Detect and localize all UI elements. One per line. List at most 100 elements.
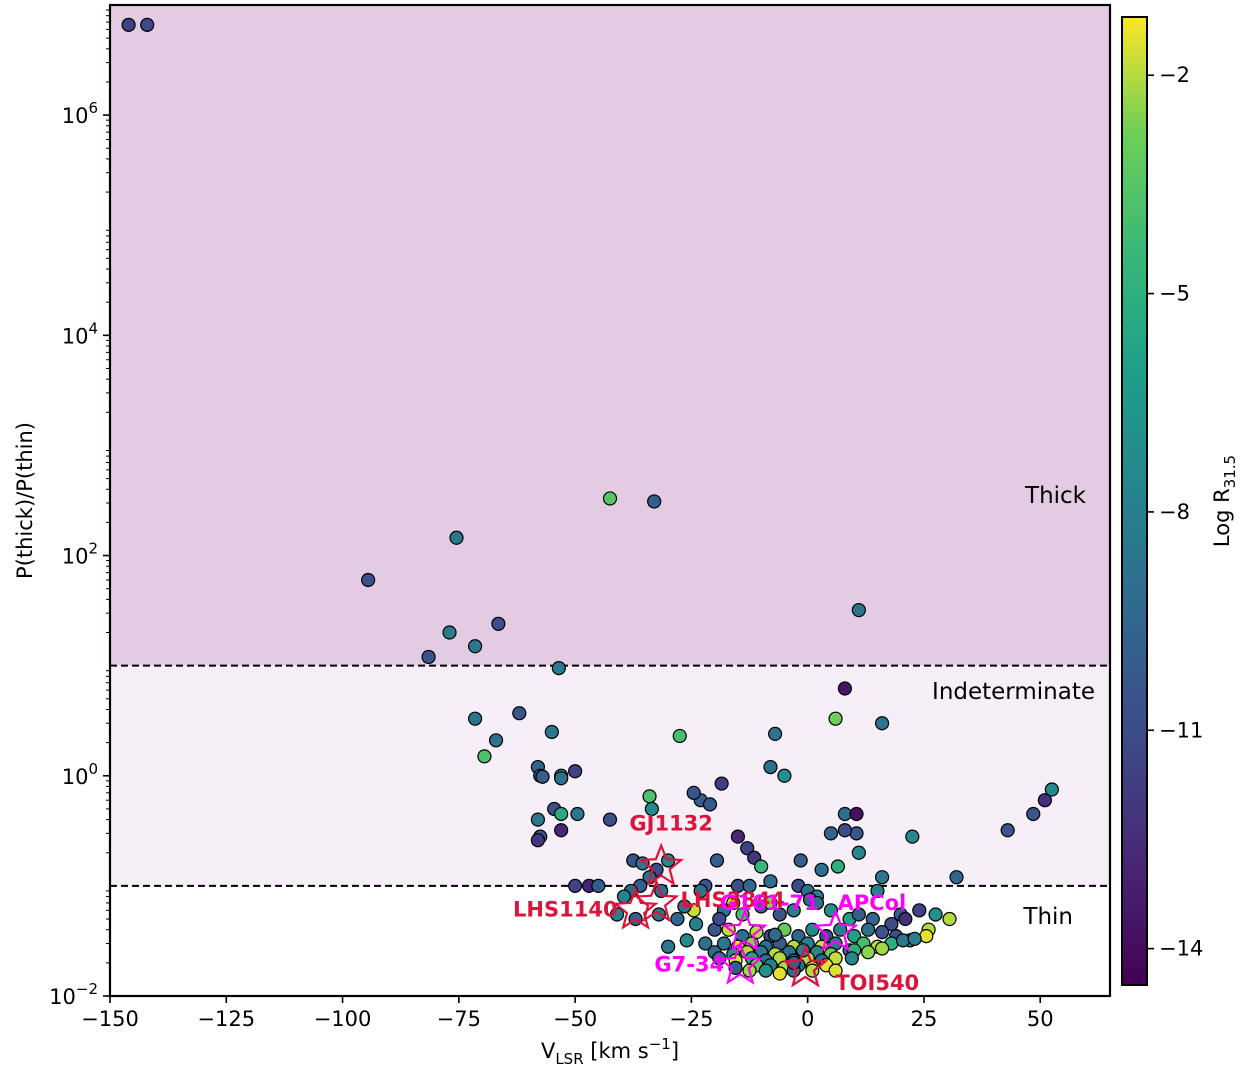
data-point [702,797,718,812]
data-point [1044,782,1059,797]
x-tick-label: 0 [801,1007,814,1031]
data-point [140,17,155,32]
data-point [768,726,783,742]
data-point [728,960,743,975]
scatter-points [121,17,1059,981]
region-indeterminate [110,665,1110,886]
y-axis: 10−2 100 102 104 106 [49,9,110,1009]
data-point [449,530,464,545]
data-point [861,922,876,937]
data-point [602,812,618,827]
plot-regions [110,5,1110,996]
data-point [828,711,843,726]
colorbar-gradient [1121,16,1148,986]
data-point [726,895,741,911]
data-point [730,829,746,844]
region-label: Indeterminate [932,679,1095,705]
data-point [468,639,483,654]
data-point [602,491,618,506]
data-point [742,878,757,893]
region-thin [110,885,1110,996]
data-point [912,903,927,918]
data-point [554,806,569,822]
data-point [805,963,820,978]
data-point [609,907,625,922]
data-point [844,951,859,966]
data-point [488,733,504,748]
data-point [763,759,778,775]
colorbar-label: Log R31.5 [1210,455,1239,547]
colorbar-tick-label: −11 [1159,718,1203,742]
y-axis-label: P(thick)/P(thin) [13,422,37,579]
star-label: TOI540 [835,971,919,995]
data-point [874,870,890,885]
data-point [468,711,483,726]
data-point [512,706,527,721]
data-point [777,768,792,783]
colorbar-tick-label: −2 [1159,63,1190,87]
data-point [837,681,852,696]
star-marker [612,886,659,930]
data-point [551,661,566,676]
data-point [772,907,787,922]
colorbar-tick-label: −5 [1159,282,1190,306]
data-point [716,936,732,951]
x-tick-label: −100 [314,1007,372,1031]
data-point [698,936,713,951]
data-point [530,812,546,827]
x-tick-label: −125 [197,1007,255,1031]
colorbar-tick-label: −8 [1159,500,1190,524]
x-axis-label: VLSR [km s−1] [541,1035,679,1065]
data-point [1037,793,1052,808]
data-point [442,625,457,640]
data-point [763,895,778,911]
data-point [661,939,676,954]
data-point [677,899,692,914]
data-point [898,911,913,927]
data-point [754,859,769,874]
data-point [712,911,727,927]
region-label: Thin [1022,904,1073,930]
data-point [837,823,852,838]
data-point [823,826,839,841]
data-point [688,916,704,932]
region-labels: Thick Indeterminate Thin [932,483,1095,930]
threshold-lines [110,664,1110,887]
star-label: LHS3844 [681,888,786,912]
star-label: G7-34 [654,952,724,976]
data-point [874,716,890,731]
data-point [714,776,729,791]
region-label: Thick [1024,483,1087,509]
data-point [793,853,808,868]
data-point [554,771,569,786]
x-axis: −150 −125 −100 −75 −50 −25 0 25 50 [81,996,1054,1031]
x-tick-label: 25 [911,1007,938,1031]
data-point [477,749,492,764]
x-tick-label: −50 [553,1007,597,1031]
data-point [672,728,687,744]
data-point [849,826,864,841]
data-point [847,928,862,944]
y-tick-label: 104 [62,319,98,348]
data-point [905,829,920,844]
data-point [814,862,829,877]
x-tick-label: −25 [669,1007,713,1031]
data-point [895,933,911,948]
data-point [740,841,755,856]
star-marker [812,908,859,952]
star-label: APCol [838,891,907,915]
data-point [568,878,583,893]
data-point [949,870,964,885]
data-point [851,602,866,618]
data-point [758,963,773,978]
data-point [851,845,866,860]
data-point [491,616,506,631]
data-point [849,806,864,822]
y-tick-label: 100 [62,760,98,789]
data-point [772,966,787,981]
data-point [809,895,825,911]
star-label: G161-71 [720,891,819,915]
data-point [830,859,846,874]
data-point [679,933,694,948]
